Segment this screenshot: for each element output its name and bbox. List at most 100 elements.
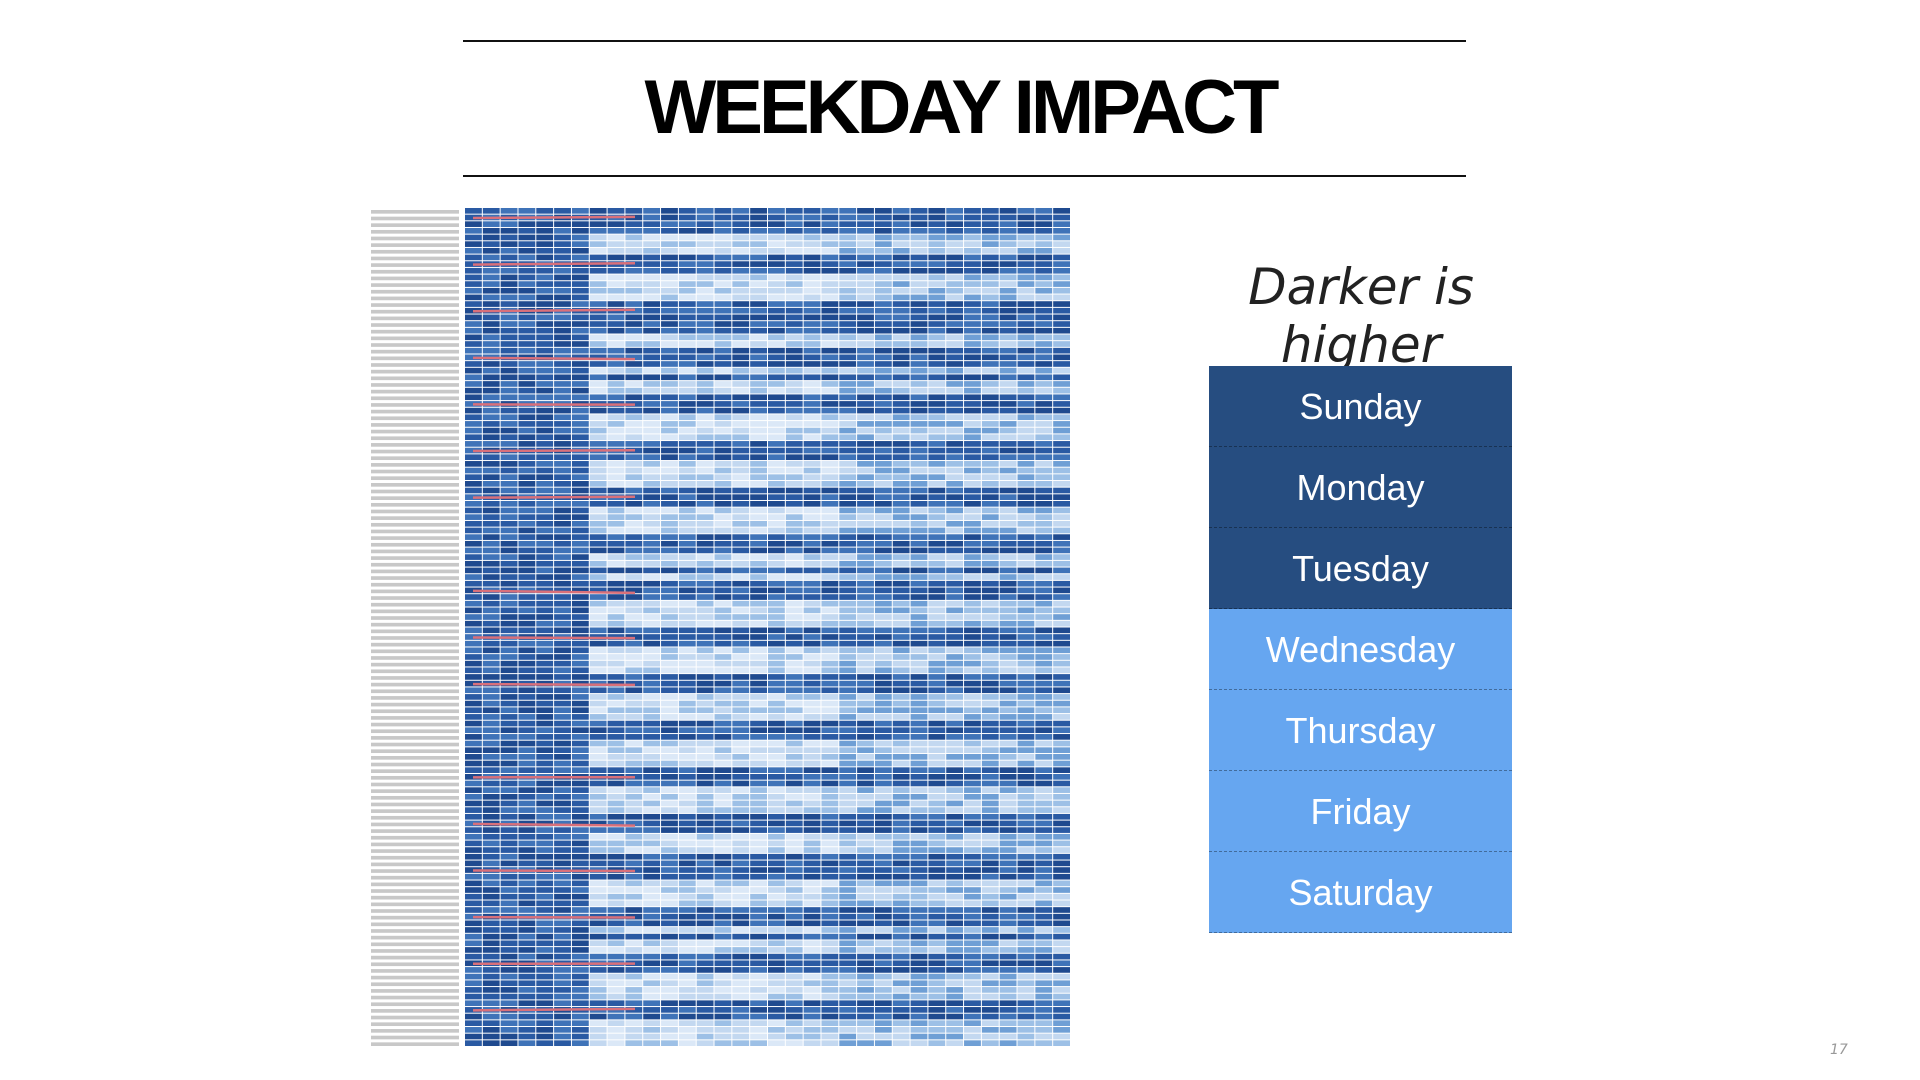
heatmap-cell [678,840,696,847]
row-label [371,236,459,241]
heatmap-cell [892,354,910,361]
heatmap-cell [732,327,750,334]
heatmap-cell [661,281,678,287]
row-label [371,889,459,893]
heatmap-cell [536,847,554,853]
heatmap-cell [981,600,999,607]
heatmap-cell [999,927,1017,933]
heatmap-cell [946,634,964,640]
heatmap-cell [554,294,571,301]
heatmap-cell [589,467,607,474]
heatmap-cell [625,793,643,800]
heatmap-cell [696,547,714,554]
heatmap-cell [732,301,750,307]
heatmap-cell [821,793,839,800]
heatmap-cell [964,301,981,307]
heatmap-cell [1053,500,1070,507]
heatmap-cell [981,993,999,1000]
heatmap-cell [714,647,732,654]
heatmap-cell [999,520,1017,527]
heatmap-cell [910,520,928,527]
heatmap-cell [500,887,518,893]
heatmap-cell [874,294,892,301]
heatmap-cell [857,534,874,540]
heatmap-cell [661,694,678,700]
heatmap-cell [465,281,482,287]
heatmap-cell [857,634,874,640]
heatmap-cell [768,247,785,254]
heatmap-cell [750,394,767,401]
heatmap-cell [678,980,696,987]
heatmap-cell [554,827,571,833]
heatmap-cell [607,367,625,374]
heatmap-cell [482,334,500,341]
heatmap-cell [910,747,928,754]
heatmap-cell [732,394,750,401]
heatmap-cell [928,827,946,833]
heatmap-cell [928,853,946,860]
heatmap-cell [928,547,946,554]
heatmap-cell [821,694,839,700]
heatmap-cell [643,560,661,567]
heatmap-cell [607,847,625,853]
heatmap-cell [981,334,999,341]
heatmap-cell [892,387,910,394]
heatmap-cell [946,647,964,654]
heatmap-cell [803,494,821,500]
heatmap-cell [732,694,750,700]
heatmap-cell [536,647,554,654]
heatmap-cell [625,560,643,567]
heatmap-cell [946,887,964,893]
heatmap-cell [482,1020,500,1027]
heatmap-cell [500,1000,518,1007]
heatmap-cell [964,241,981,247]
heatmap-cell [999,694,1017,700]
heatmap-cell [607,780,625,787]
heatmap-cell [554,953,571,960]
heatmap-cell [714,793,732,800]
heatmap-cell [678,481,696,487]
heatmap-cell [589,481,607,487]
heatmap-cell [768,787,785,793]
heatmap-cell [465,594,482,600]
heatmap-cell [750,254,767,261]
heatmap-cell [750,1007,767,1013]
heatmap-cell [803,574,821,580]
heatmap-cell [946,880,964,887]
heatmap-cell [482,267,500,274]
heatmap-cell [518,414,536,421]
heatmap-cell [696,754,714,760]
heatmap-cell [857,947,874,953]
heatmap-cell [1017,993,1035,1000]
row-label [371,762,459,767]
heatmap-cell [803,740,821,747]
heatmap-cell [607,947,625,953]
heatmap-cell [625,407,643,414]
heatmap-cell [857,354,874,361]
heatmap-cell [1035,447,1053,454]
heatmap-cell [571,1020,589,1027]
heatmap-cell [625,367,643,374]
heatmap-cell [874,740,892,747]
heatmap-cell [785,534,803,540]
heatmap-cell [465,540,482,547]
heatmap-cell [964,967,981,973]
row-label [371,243,459,247]
heatmap-cell [661,434,678,441]
heatmap-cell [482,607,500,614]
heatmap-cell [768,221,785,227]
heatmap-cell [928,767,946,773]
heatmap-cell [482,1027,500,1033]
heatmap-cell [518,500,536,507]
heatmap-cell [803,813,821,820]
heatmap-cell [750,447,767,454]
heatmap-cell [607,567,625,574]
heatmap-cell [981,627,999,634]
heatmap-cell [1053,993,1070,1000]
heatmap-cell [1053,534,1070,540]
heatmap-cell [999,467,1017,474]
heatmap-cell [625,1040,643,1046]
heatmap-cell [821,840,839,847]
heatmap-cell [768,993,785,1000]
heatmap-cell [768,920,785,927]
